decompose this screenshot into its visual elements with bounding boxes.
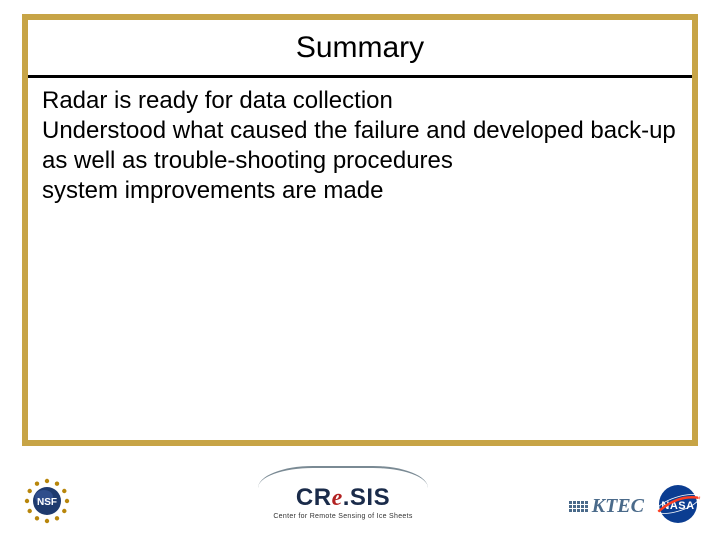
body-line-1: Radar is ready for data collection <box>42 86 678 116</box>
ktec-logo: KTEC <box>569 495 644 518</box>
footer: NSF CRe.SIS Center for Remote Sensing of… <box>0 460 720 540</box>
nsf-text: NSF <box>37 497 57 508</box>
nasa-logo-icon: NASA <box>654 484 702 524</box>
cresis-title: CRe.SIS <box>238 484 448 512</box>
body-line-2: Understood what caused the failure and d… <box>42 116 678 176</box>
slide-frame: Summary Radar is ready for data collecti… <box>22 14 698 446</box>
cresis-subtitle: Center for Remote Sensing of Ice Sheets <box>238 513 448 520</box>
cresis-title-e: e <box>332 485 343 511</box>
cresis-title-post: .SIS <box>343 484 390 511</box>
title-container: Summary <box>28 20 692 78</box>
ktec-grid-icon <box>569 501 588 512</box>
body-container: Radar is ready for data collection Under… <box>42 86 678 430</box>
ktec-text: KTEC <box>592 495 644 518</box>
slide-title: Summary <box>296 31 424 65</box>
body-line-3: system improvements are made <box>42 176 678 206</box>
cresis-logo: CRe.SIS Center for Remote Sensing of Ice… <box>238 466 448 530</box>
nsf-logo-icon: NSF <box>24 478 70 524</box>
cresis-title-pre: CR <box>296 484 332 511</box>
